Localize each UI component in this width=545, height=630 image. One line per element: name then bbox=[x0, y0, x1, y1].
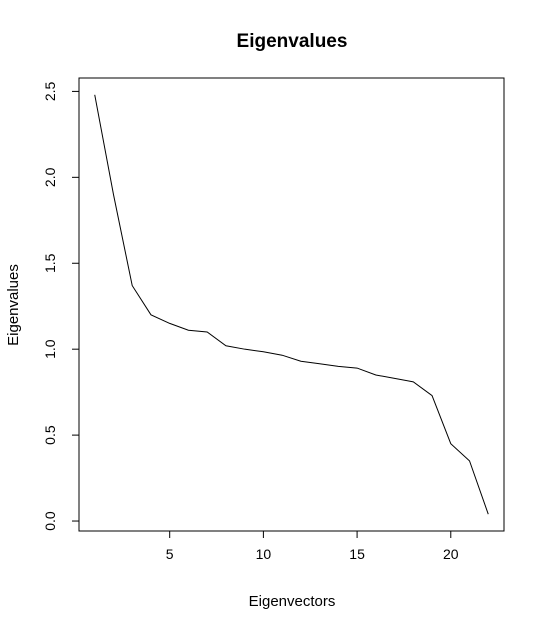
chart-title: Eigenvalues bbox=[237, 31, 348, 52]
x-axis-title: Eigenvectors bbox=[249, 593, 336, 610]
y-tick-label: 1.0 bbox=[42, 339, 58, 359]
series-line bbox=[94, 94, 489, 515]
plot-frame bbox=[78, 77, 505, 532]
x-tick-label: 15 bbox=[349, 546, 365, 562]
x-axis: 5 10 15 20 bbox=[166, 530, 459, 562]
x-tick-label: 10 bbox=[256, 546, 272, 562]
y-axis-title: Eigenvalues bbox=[5, 264, 22, 346]
y-tick-label: 2.5 bbox=[42, 81, 58, 101]
x-tick-label: 20 bbox=[443, 546, 459, 562]
y-tick-label: 2.0 bbox=[42, 167, 58, 187]
y-tick-label: 1.5 bbox=[42, 253, 58, 273]
series-layer bbox=[94, 94, 489, 515]
y-tick-label: 0.5 bbox=[42, 425, 58, 445]
y-tick-label: 0.0 bbox=[42, 511, 58, 531]
y-axis: 0.0 0.5 1.0 1.5 2.0 2.5 bbox=[42, 81, 80, 531]
x-tick-label: 5 bbox=[166, 546, 174, 562]
